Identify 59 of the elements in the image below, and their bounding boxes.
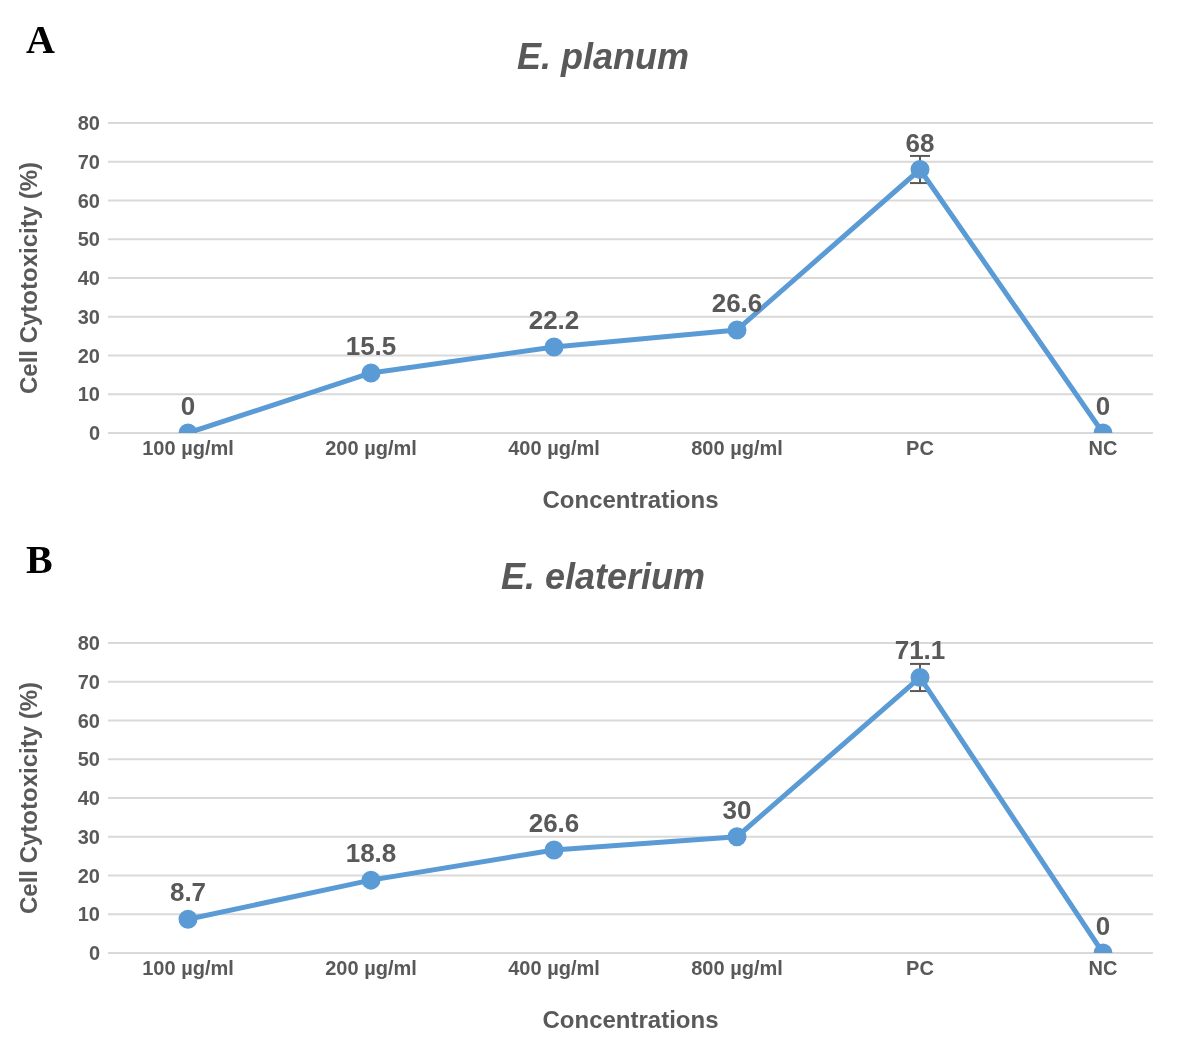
y-tick-label: 70 xyxy=(77,670,100,693)
point xyxy=(910,667,930,687)
x-tick-label: 400 µg/ml xyxy=(508,437,600,460)
point xyxy=(727,320,747,340)
data-label: 68 xyxy=(905,127,935,158)
y-axis-title: Cell Cytotoxicity (%) xyxy=(14,161,42,395)
x-tick-label: PC xyxy=(906,437,934,460)
data-label: 0 xyxy=(1095,911,1111,941)
data-label: 0 xyxy=(1095,391,1111,421)
data-label: 71.1 xyxy=(894,635,946,666)
y-tick-label: 50 xyxy=(77,228,100,251)
y-tick-label: 40 xyxy=(77,267,100,290)
y-tick-label: 0 xyxy=(88,422,100,445)
point xyxy=(178,909,198,929)
x-tick-label: 400 µg/ml xyxy=(508,957,600,980)
y-tick-label: 50 xyxy=(77,748,100,771)
data-label: 0 xyxy=(180,391,196,421)
y-tick-label: 30 xyxy=(77,825,100,848)
x-axis-title: Concentrations xyxy=(542,1006,719,1033)
y-tick-label: 60 xyxy=(77,709,100,732)
data-label: 26.6 xyxy=(711,287,763,318)
data-label: 8.7 xyxy=(169,877,207,908)
x-tick-label: 200 µg/ml xyxy=(325,437,417,460)
data-label: 15.5 xyxy=(345,330,397,361)
point xyxy=(361,363,381,383)
x-tick-label: 200 µg/ml xyxy=(325,957,417,980)
text: B xyxy=(26,536,53,583)
data-label: 26.6 xyxy=(528,807,580,838)
y-tick-label: 40 xyxy=(77,787,100,810)
point xyxy=(727,827,747,847)
x-tick-label: 800 µg/ml xyxy=(691,957,783,980)
text: A xyxy=(26,16,55,63)
y-tick-label: 10 xyxy=(77,383,100,406)
x-tick-label: NC xyxy=(1088,437,1118,460)
point xyxy=(544,840,564,860)
chart-title: E. planum xyxy=(516,36,690,77)
chart-title: E. elaterium xyxy=(500,556,706,597)
y-tick-label: 0 xyxy=(88,942,100,965)
x-tick-label: 800 µg/ml xyxy=(691,437,783,460)
y-tick-label: 10 xyxy=(77,903,100,926)
y-tick-label: 30 xyxy=(77,305,100,328)
y-tick-label: 70 xyxy=(77,150,100,173)
point xyxy=(910,160,930,179)
y-tick-label: 20 xyxy=(77,864,100,887)
data-label: 30 xyxy=(722,794,752,825)
x-axis-title: Concentrations xyxy=(542,486,719,513)
y-axis-title: Cell Cytotoxicity (%) xyxy=(14,681,42,915)
data-label: 18.8 xyxy=(345,838,397,869)
x-tick-label: 100 µg/ml xyxy=(142,957,234,980)
point xyxy=(544,337,564,357)
data-label: 22.2 xyxy=(528,304,580,335)
x-tick-label: PC xyxy=(906,957,934,980)
y-tick-label: 60 xyxy=(77,189,100,212)
y-tick-label: 80 xyxy=(77,112,100,135)
point xyxy=(361,870,381,890)
x-tick-label: NC xyxy=(1088,957,1118,980)
x-tick-label: 100 µg/ml xyxy=(142,437,234,460)
y-tick-label: 20 xyxy=(77,344,100,367)
y-tick-label: 80 xyxy=(77,632,100,655)
